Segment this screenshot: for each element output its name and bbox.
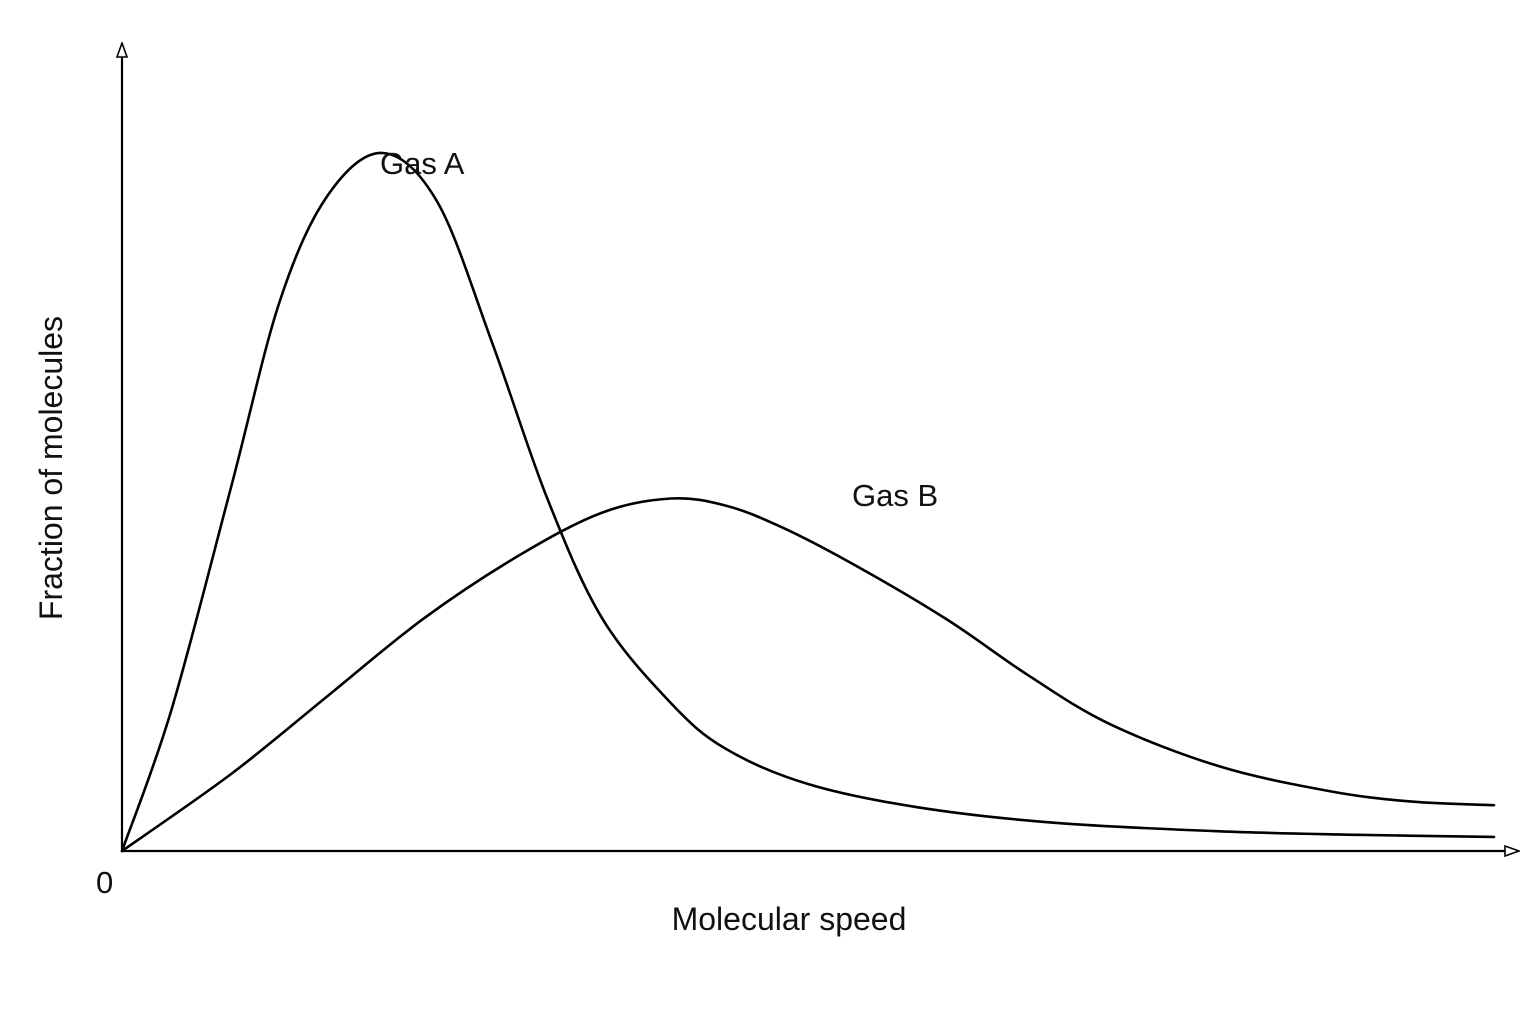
series-curves [120,151,1496,853]
y-axis-label: Fraction of molecules [33,316,69,620]
x-axis-label: Molecular speed [672,901,907,937]
series-line-gas-a [120,151,1496,853]
series-line-gas-b [120,496,1496,853]
series-label-gas-a: Gas A [380,146,465,181]
series-label-gas-b: Gas B [852,478,938,513]
origin-tick-label: 0 [96,865,113,900]
